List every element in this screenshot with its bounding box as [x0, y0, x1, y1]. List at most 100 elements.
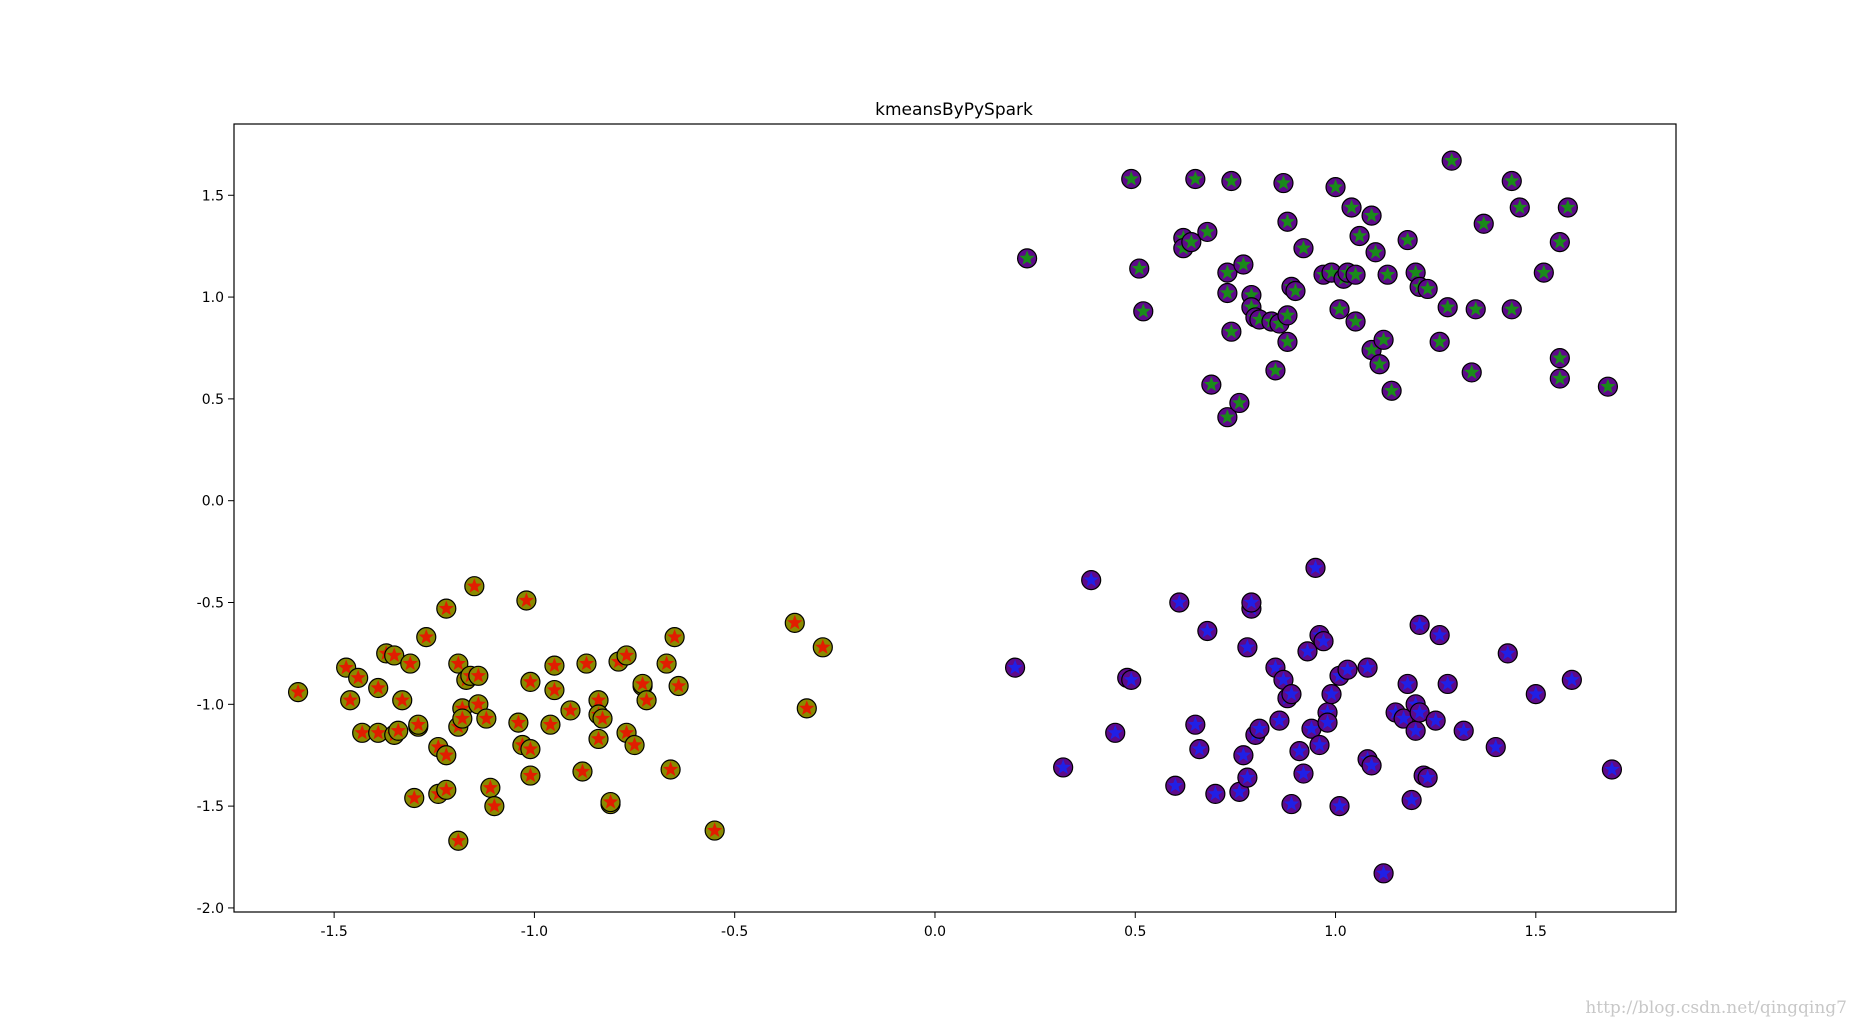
- data-point: [1189, 739, 1210, 760]
- point-star: [638, 692, 655, 707]
- data-point: [1053, 757, 1074, 778]
- data-point: [1277, 211, 1298, 232]
- x-tick-label: 1.0: [1324, 924, 1346, 940]
- data-point: [668, 675, 689, 697]
- point-star: [1295, 765, 1312, 781]
- point-star: [1279, 307, 1296, 322]
- data-point: [1313, 631, 1334, 652]
- data-point: [600, 791, 621, 813]
- point-star: [1239, 769, 1256, 785]
- point-star: [1123, 170, 1139, 186]
- point-star: [1331, 301, 1348, 316]
- point-star: [618, 647, 635, 662]
- data-point: [1377, 264, 1398, 285]
- series-1: [287, 576, 833, 851]
- data-point: [1549, 348, 1570, 369]
- point-star: [1007, 659, 1023, 675]
- y-tick-label: 1.0: [202, 290, 224, 306]
- point-star: [1251, 311, 1268, 326]
- data-point: [1201, 374, 1222, 395]
- point-star: [626, 737, 643, 752]
- point-star: [787, 614, 803, 630]
- data-point: [1249, 718, 1270, 739]
- point-star: [707, 822, 723, 838]
- point-star: [470, 667, 486, 683]
- point-star: [1408, 722, 1424, 738]
- data-point: [1401, 789, 1422, 811]
- point-star: [1223, 323, 1239, 339]
- data-point: [516, 590, 537, 611]
- data-point: [1217, 282, 1238, 304]
- point-star: [618, 724, 635, 740]
- point-star: [1420, 280, 1436, 296]
- point-star: [338, 659, 354, 675]
- point-star: [1275, 671, 1292, 687]
- data-point: [1465, 299, 1486, 320]
- data-point: [384, 645, 405, 666]
- data-point: [572, 761, 593, 782]
- point-star: [450, 832, 466, 848]
- point-star: [1528, 686, 1544, 701]
- point-star: [1251, 720, 1268, 736]
- data-point: [1197, 221, 1218, 243]
- point-star: [590, 692, 607, 707]
- data-point: [1297, 641, 1318, 662]
- point-star: [510, 714, 526, 730]
- data-point: [1549, 231, 1570, 253]
- data-point: [1429, 331, 1450, 352]
- point-star: [602, 794, 619, 809]
- point-star: [466, 578, 482, 593]
- data-point: [448, 830, 469, 851]
- data-point: [1337, 659, 1358, 680]
- y-tick-label: -0.5: [197, 596, 224, 612]
- watermark: http://blog.csdn.net/qingqing7: [1585, 998, 1847, 1018]
- point-star: [634, 675, 651, 691]
- point-star: [1283, 796, 1300, 811]
- data-point: [1233, 745, 1254, 766]
- data-point: [1405, 720, 1426, 741]
- data-point: [588, 728, 609, 750]
- data-point: [1501, 170, 1522, 192]
- point-star: [1107, 724, 1123, 740]
- point-star: [1400, 675, 1416, 691]
- data-point: [1237, 637, 1258, 658]
- point-star: [1311, 737, 1328, 752]
- point-star: [438, 600, 454, 616]
- x-tick-label: 1.5: [1525, 924, 1547, 940]
- data-point: [1169, 592, 1190, 613]
- data-point: [1277, 305, 1298, 326]
- data-point: [544, 655, 565, 676]
- point-star: [1412, 704, 1428, 719]
- y-tick-label: 1.5: [202, 188, 224, 204]
- point-star: [1123, 671, 1139, 687]
- data-point: [1205, 783, 1226, 805]
- data-point: [624, 734, 645, 756]
- data-point: [588, 690, 609, 711]
- data-point: [340, 690, 361, 711]
- point-star: [386, 647, 402, 662]
- point-star: [671, 677, 687, 693]
- point-star: [370, 680, 386, 695]
- data-point: [1229, 392, 1250, 414]
- data-point: [1105, 722, 1126, 743]
- point-star: [1375, 865, 1392, 880]
- data-point: [1273, 172, 1294, 194]
- data-point: [520, 765, 541, 786]
- point-star: [402, 655, 418, 671]
- point-star: [1432, 627, 1448, 642]
- point-star: [1199, 223, 1215, 239]
- data-point: [812, 637, 833, 658]
- point-star: [1444, 152, 1460, 168]
- data-point: [1329, 796, 1350, 817]
- point-star: [1367, 244, 1384, 259]
- data-point: [388, 720, 409, 741]
- point-star: [1363, 207, 1380, 223]
- data-point: [1409, 702, 1430, 723]
- data-point: [560, 700, 581, 721]
- data-point: [1233, 254, 1254, 275]
- data-point: [1289, 741, 1310, 762]
- data-point: [1301, 718, 1322, 739]
- data-point: [1409, 614, 1430, 635]
- data-point: [404, 787, 425, 809]
- point-star: [1343, 199, 1360, 214]
